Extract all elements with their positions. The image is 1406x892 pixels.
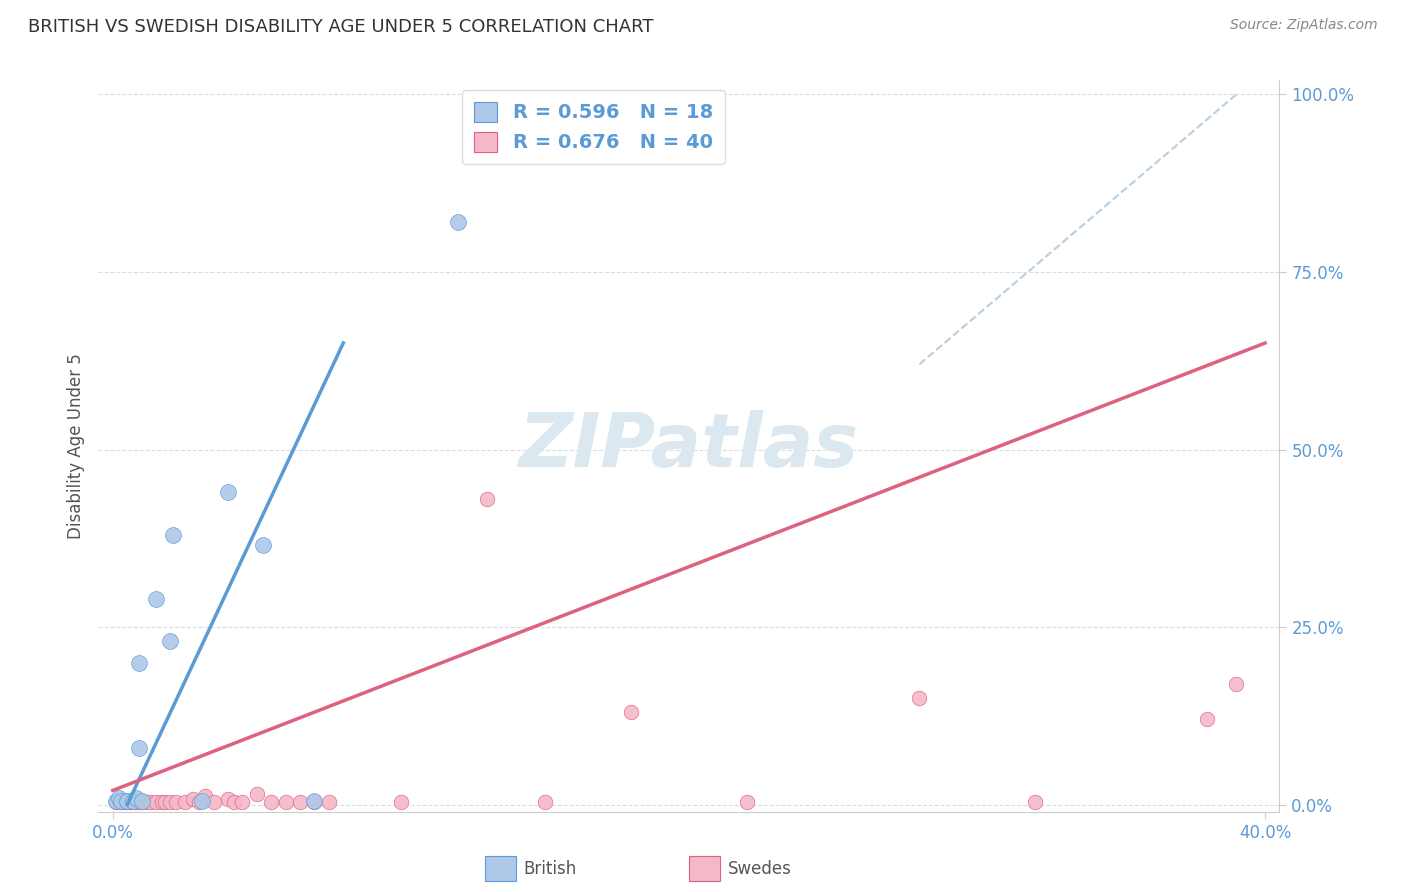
Point <box>136 796 159 810</box>
Point <box>159 634 181 648</box>
Point <box>194 789 217 803</box>
Point <box>107 790 129 805</box>
Point <box>153 796 176 810</box>
Point <box>1197 713 1219 727</box>
Point <box>110 796 132 810</box>
Point <box>162 528 184 542</box>
Point <box>304 794 326 808</box>
Point <box>145 796 167 810</box>
Point <box>252 538 274 552</box>
Point <box>217 792 239 806</box>
Text: British: British <box>523 860 576 878</box>
Text: Swedes: Swedes <box>728 860 792 878</box>
Point <box>139 796 162 810</box>
Point <box>125 796 148 810</box>
Point <box>150 796 173 810</box>
Point <box>217 485 239 500</box>
Point <box>318 796 340 810</box>
Point <box>125 790 148 805</box>
Point <box>183 792 205 806</box>
Point <box>115 794 138 808</box>
Point <box>908 691 931 706</box>
Point <box>1024 796 1046 810</box>
Point <box>477 492 499 507</box>
Point <box>202 796 225 810</box>
Point <box>222 796 245 810</box>
Point <box>122 794 145 808</box>
Point <box>131 796 153 810</box>
Text: Source: ZipAtlas.com: Source: ZipAtlas.com <box>1230 18 1378 32</box>
Text: BRITISH VS SWEDISH DISABILITY AGE UNDER 5 CORRELATION CHART: BRITISH VS SWEDISH DISABILITY AGE UNDER … <box>28 18 654 36</box>
Point <box>534 796 557 810</box>
Y-axis label: Disability Age Under 5: Disability Age Under 5 <box>66 353 84 539</box>
Point <box>165 796 187 810</box>
Point <box>231 796 253 810</box>
Point <box>112 796 135 810</box>
Point <box>246 787 269 801</box>
Point <box>115 796 138 810</box>
Point <box>288 796 311 810</box>
Point <box>104 794 127 808</box>
Point <box>110 794 132 808</box>
Point <box>274 796 297 810</box>
Text: ZIPatlas: ZIPatlas <box>519 409 859 483</box>
Point <box>104 796 127 810</box>
Point <box>145 591 167 606</box>
Point <box>304 796 326 810</box>
Point <box>191 794 214 808</box>
Legend: R = 0.596   N = 18, R = 0.676   N = 40: R = 0.596 N = 18, R = 0.676 N = 40 <box>463 90 725 164</box>
Point <box>447 215 470 229</box>
Point <box>128 796 150 810</box>
Point <box>1225 677 1247 691</box>
Point <box>122 796 145 810</box>
Point <box>260 796 283 810</box>
Point <box>620 706 643 720</box>
Point <box>120 796 142 810</box>
Point <box>128 656 150 670</box>
Point <box>159 796 181 810</box>
Point <box>173 796 195 810</box>
Point <box>389 796 412 810</box>
Point <box>188 796 211 810</box>
Point <box>131 794 153 808</box>
Point <box>107 796 129 810</box>
Point <box>115 794 138 808</box>
Point <box>128 740 150 755</box>
Point <box>735 796 758 810</box>
